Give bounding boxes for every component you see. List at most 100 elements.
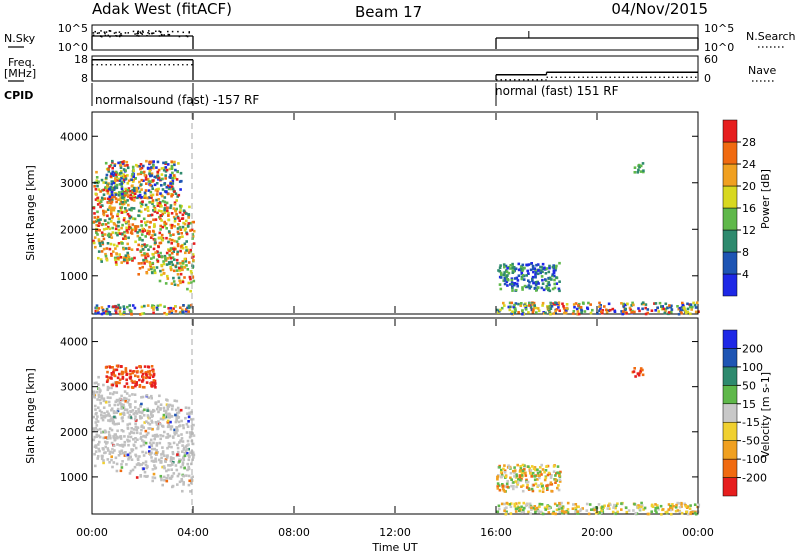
- scatter-cell: [109, 242, 113, 246]
- scatter-cell: [169, 464, 172, 467]
- scatter-cell: [511, 286, 514, 290]
- scatter-cell: [112, 461, 116, 464]
- scatter-cell: [173, 190, 176, 193]
- scatter-cell: [558, 511, 562, 514]
- scatter-cell: [553, 282, 556, 286]
- scatter-cell: [162, 260, 165, 263]
- scatter-cell: [496, 487, 500, 490]
- scatter-cell: [178, 409, 181, 412]
- scatter-cell: [185, 212, 188, 215]
- scatter-cell: [522, 508, 525, 512]
- scatter-cell: [157, 245, 160, 249]
- scatter-cell: [99, 218, 102, 221]
- scatter-cell: [97, 311, 100, 315]
- scatter-cell: [191, 276, 195, 279]
- scatter-cell: [633, 166, 637, 169]
- scatter-cell: [147, 431, 150, 435]
- scatter-cell: [157, 187, 160, 191]
- scatter-cell: [166, 454, 169, 457]
- nsearch-point: [146, 34, 148, 37]
- scatter-cell: [693, 503, 697, 506]
- scatter-cell: [681, 301, 684, 305]
- scatter-cell: [170, 187, 173, 191]
- scatter-cell: [168, 167, 172, 171]
- scatter-cell: [571, 507, 575, 510]
- colorbar-swatch: [722, 403, 738, 423]
- colorbar-tick-label: -100: [742, 453, 767, 466]
- scatter-cell: [108, 227, 112, 231]
- scatter-cell: [181, 213, 185, 217]
- scatter-cell: [551, 274, 554, 278]
- scatter-cell: [188, 275, 192, 279]
- scatter-cell: [512, 469, 515, 473]
- scatter-cell: [507, 271, 511, 275]
- scatter-cell: [133, 189, 136, 193]
- scatter-cell: [167, 307, 170, 310]
- scatter-cell: [189, 270, 193, 273]
- scatter-cell: [587, 512, 591, 516]
- scatter-cell: [151, 187, 154, 190]
- scatter-cell: [541, 278, 544, 282]
- scatter-cell: [106, 189, 109, 193]
- scatter-cell: [111, 418, 115, 422]
- scatter-cell: [576, 510, 579, 513]
- scatter-cell: [109, 450, 112, 454]
- scatter-cell: [126, 188, 130, 192]
- scatter-cell: [179, 310, 182, 314]
- scatter-cell: [574, 302, 578, 305]
- scatter-cell: [134, 374, 137, 378]
- scatter-cell: [190, 427, 194, 430]
- scatter-cell: [157, 458, 161, 462]
- scatter-cell: [153, 476, 157, 480]
- scatter-cell: [660, 513, 663, 516]
- scatter-cell: [113, 186, 117, 190]
- scatter-cell: [170, 226, 173, 230]
- scatter-cell: [118, 306, 122, 309]
- scatter-cell: [506, 284, 509, 287]
- scatter-cell: [544, 272, 548, 275]
- scatter-cell: [672, 505, 675, 508]
- scatter-cell: [636, 506, 639, 509]
- scatter-cell: [558, 309, 561, 312]
- scatter-cell: [126, 411, 130, 414]
- scatter-cell: [124, 254, 128, 257]
- scatter-cell: [637, 168, 640, 172]
- scatter-cell: [192, 453, 196, 457]
- scatter-cell: [141, 385, 145, 389]
- scatter-cell: [159, 422, 162, 426]
- scatter-cell: [107, 305, 111, 308]
- scatter-cell: [116, 214, 119, 218]
- scatter-cell: [145, 196, 149, 200]
- scatter-cell: [512, 266, 516, 269]
- scatter-cell: [609, 503, 612, 507]
- scatter-cell: [631, 301, 634, 305]
- scatter-cell: [99, 244, 102, 248]
- scatter-cell: [169, 420, 172, 424]
- nsearch-point: [120, 34, 123, 37]
- scatter-cell: [127, 236, 130, 240]
- scatter-cell: [108, 206, 111, 210]
- scatter-cell: [551, 302, 555, 306]
- scatter-cell: [680, 306, 684, 309]
- scatter-cell: [163, 207, 167, 210]
- scatter-cell: [121, 223, 124, 227]
- scatter-cell: [612, 506, 615, 509]
- scatter-cell: [123, 217, 126, 220]
- scatter-cell: [118, 381, 121, 385]
- scatter-cell: [159, 228, 162, 231]
- scatter-cell: [598, 301, 601, 305]
- scatter-cell: [152, 441, 155, 445]
- scatter-cell: [598, 305, 601, 308]
- scatter-cell: [167, 230, 171, 233]
- scatter-cell: [656, 306, 659, 309]
- scatter-cell: [143, 243, 146, 246]
- scatter-cell: [152, 472, 156, 476]
- scatter-cell: [166, 405, 169, 408]
- scatter-cell: [511, 266, 515, 270]
- scatter-cell: [148, 161, 151, 164]
- colorbar-swatch: [722, 163, 738, 187]
- scatter-cell: [106, 436, 109, 439]
- scatter-cell: [517, 274, 521, 277]
- scatter-cell: [120, 191, 124, 194]
- scatter-cell: [133, 192, 137, 195]
